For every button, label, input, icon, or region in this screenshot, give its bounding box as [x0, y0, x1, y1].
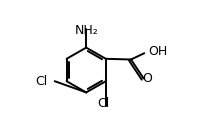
- Text: NH₂: NH₂: [74, 24, 98, 37]
- Text: OH: OH: [148, 45, 167, 58]
- Text: Cl: Cl: [97, 97, 109, 110]
- Text: O: O: [142, 72, 152, 85]
- Text: Cl: Cl: [35, 75, 47, 88]
